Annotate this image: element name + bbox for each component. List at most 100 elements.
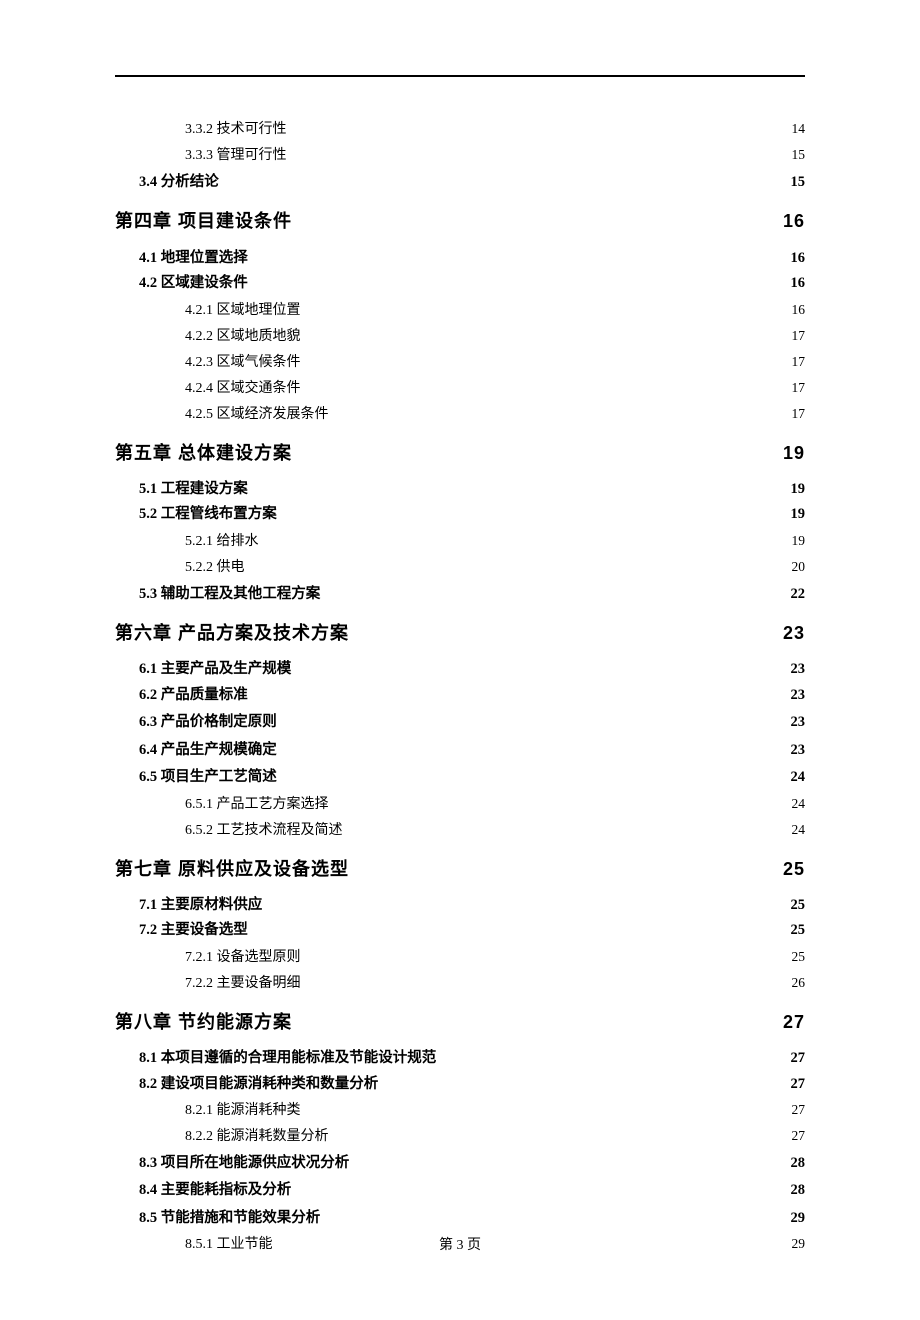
page-body: 3.3.2 技术可行性 143.3.3 管理可行性 153.4 分析结论 15第… (0, 0, 920, 1320)
toc-entry-label: 5.1 工程建设方案 (139, 478, 248, 500)
horizontal-rule (115, 75, 805, 77)
toc-entry: 5.1 工程建设方案 19 (115, 478, 805, 500)
toc-entry-page: 25 (789, 919, 806, 941)
toc-entry: 6.5.1 产品工艺方案选择 24 (115, 794, 805, 815)
toc-entry-page: 19 (781, 441, 805, 466)
toc-entry-label: 第七章 原料供应及设备选型 (115, 857, 349, 882)
toc-entry-label: 3.3.3 管理可行性 (185, 145, 287, 166)
toc-entry-label: 7.1 主要原材料供应 (139, 894, 262, 916)
toc-entry-label: 8.5 节能措施和节能效果分析 (139, 1207, 320, 1229)
toc-entry: 6.1 主要产品及生产规模 23 (115, 658, 805, 680)
page-number: 第 3 页 (439, 1238, 481, 1253)
toc-entry-page: 25 (781, 857, 805, 882)
toc-entry: 4.2 区域建设条件 16 (115, 272, 805, 294)
toc-entry-page: 15 (789, 171, 806, 193)
toc-entry-label: 8.2.2 能源消耗数量分析 (185, 1126, 329, 1147)
toc-entry-page: 19 (789, 478, 806, 500)
toc-entry-page: 23 (789, 711, 806, 733)
toc-entry-page: 25 (790, 947, 806, 967)
toc-entry: 6.5.2 工艺技术流程及简述 24 (115, 820, 805, 841)
toc-entry: 4.1 地理位置选择 16 (115, 247, 805, 269)
toc-entry-label: 5.2 工程管线布置方案 (139, 503, 277, 525)
toc-entry-label: 3.4 分析结论 (139, 171, 219, 193)
toc-entry-label: 6.5 项目生产工艺简述 (139, 766, 277, 788)
toc-entry-page: 20 (790, 557, 806, 577)
toc-entry-label: 8.4 主要能耗指标及分析 (139, 1179, 291, 1201)
toc-entry-page: 26 (790, 973, 806, 993)
toc-entry-page: 15 (790, 145, 806, 165)
toc-entry-label: 6.5.2 工艺技术流程及简述 (185, 820, 343, 841)
toc-entry-page: 23 (789, 658, 806, 680)
toc-entry-label: 8.1 本项目遵循的合理用能标准及节能设计规范 (139, 1047, 436, 1069)
toc-entry-label: 6.5.1 产品工艺方案选择 (185, 794, 329, 815)
toc-entry-page: 27 (789, 1073, 806, 1095)
toc-entry-page: 16 (781, 209, 805, 234)
toc-entry-label: 第五章 总体建设方案 (115, 441, 292, 466)
toc-entry-label: 4.2.4 区域交通条件 (185, 378, 301, 399)
toc-entry-page: 27 (789, 1047, 806, 1069)
toc-entry: 8.2.1 能源消耗种类 27 (115, 1100, 805, 1121)
toc-entry: 8.4 主要能耗指标及分析 28 (115, 1179, 805, 1201)
toc-entry-page: 22 (789, 583, 806, 605)
toc-entry: 4.2.3 区域气候条件 17 (115, 352, 805, 373)
toc-entry: 第八章 节约能源方案 27 (115, 1010, 805, 1035)
toc-entry-page: 23 (789, 684, 806, 706)
toc-entry: 3.4 分析结论 15 (115, 171, 805, 193)
toc-entry-page: 27 (781, 1010, 805, 1035)
toc-entry-page: 16 (790, 300, 806, 320)
toc-entry-label: 6.3 产品价格制定原则 (139, 711, 277, 733)
toc-entry-label: 8.3 项目所在地能源供应状况分析 (139, 1152, 349, 1174)
toc-entry: 8.2.2 能源消耗数量分析 27 (115, 1126, 805, 1147)
toc-entry-label: 7.2.1 设备选型原则 (185, 947, 301, 968)
toc-entry-label: 5.2.2 供电 (185, 557, 245, 578)
toc-entry-label: 8.2 建设项目能源消耗种类和数量分析 (139, 1073, 378, 1095)
toc-entry-label: 6.4 产品生产规模确定 (139, 739, 277, 761)
toc-entry: 4.2.5 区域经济发展条件 17 (115, 404, 805, 425)
toc-entry-page: 17 (790, 378, 806, 398)
toc-entry: 5.2 工程管线布置方案 19 (115, 503, 805, 525)
toc-entry: 6.4 产品生产规模确定 23 (115, 739, 805, 761)
toc-entry-page: 16 (789, 247, 806, 269)
toc-entry-page: 23 (781, 621, 805, 646)
toc-entry-label: 4.1 地理位置选择 (139, 247, 248, 269)
toc-entry-label: 4.2 区域建设条件 (139, 272, 248, 294)
toc-entry: 8.2 建设项目能源消耗种类和数量分析 27 (115, 1073, 805, 1095)
toc-entry-label: 第四章 项目建设条件 (115, 209, 292, 234)
toc-entry: 6.5 项目生产工艺简述 24 (115, 766, 805, 788)
toc-entry-label: 4.2.2 区域地质地貌 (185, 326, 301, 347)
toc-entry-page: 17 (790, 404, 806, 424)
toc-entry-label: 5.2.1 给排水 (185, 531, 259, 552)
toc-entry-page: 17 (790, 352, 806, 372)
toc-entry-page: 14 (790, 119, 806, 139)
toc-entry-page: 29 (789, 1207, 806, 1229)
toc-entry: 5.2.2 供电 20 (115, 557, 805, 578)
toc-entry: 7.2 主要设备选型 25 (115, 919, 805, 941)
toc-entry-page: 27 (790, 1126, 806, 1146)
toc-entry: 4.2.2 区域地质地貌 17 (115, 326, 805, 347)
toc-entry: 7.2.1 设备选型原则 25 (115, 947, 805, 968)
toc-entry: 6.2 产品质量标准 23 (115, 684, 805, 706)
toc-entry-page: 28 (789, 1152, 806, 1174)
table-of-contents: 3.3.2 技术可行性 143.3.3 管理可行性 153.4 分析结论 15第… (115, 119, 805, 1255)
toc-entry: 3.3.2 技术可行性 14 (115, 119, 805, 140)
toc-entry: 7.2.2 主要设备明细 26 (115, 973, 805, 994)
toc-entry-page: 16 (789, 272, 806, 294)
toc-entry: 第四章 项目建设条件 16 (115, 209, 805, 234)
toc-entry-label: 第八章 节约能源方案 (115, 1010, 292, 1035)
toc-entry-label: 3.3.2 技术可行性 (185, 119, 287, 140)
toc-entry: 第五章 总体建设方案 19 (115, 441, 805, 466)
toc-entry-page: 23 (789, 739, 806, 761)
toc-entry: 5.2.1 给排水 19 (115, 531, 805, 552)
toc-entry-label: 7.2.2 主要设备明细 (185, 973, 301, 994)
toc-entry: 8.1 本项目遵循的合理用能标准及节能设计规范 27 (115, 1047, 805, 1069)
toc-entry: 8.3 项目所在地能源供应状况分析 28 (115, 1152, 805, 1174)
toc-entry-label: 4.2.5 区域经济发展条件 (185, 404, 329, 425)
toc-entry-label: 6.2 产品质量标准 (139, 684, 248, 706)
toc-entry: 3.3.3 管理可行性 15 (115, 145, 805, 166)
toc-entry-label: 8.2.1 能源消耗种类 (185, 1100, 301, 1121)
toc-entry-page: 24 (789, 766, 806, 788)
toc-entry-label: 7.2 主要设备选型 (139, 919, 248, 941)
toc-entry-label: 5.3 辅助工程及其他工程方案 (139, 583, 320, 605)
page-footer: 第 3 页 (0, 1234, 920, 1254)
toc-entry: 5.3 辅助工程及其他工程方案 22 (115, 583, 805, 605)
